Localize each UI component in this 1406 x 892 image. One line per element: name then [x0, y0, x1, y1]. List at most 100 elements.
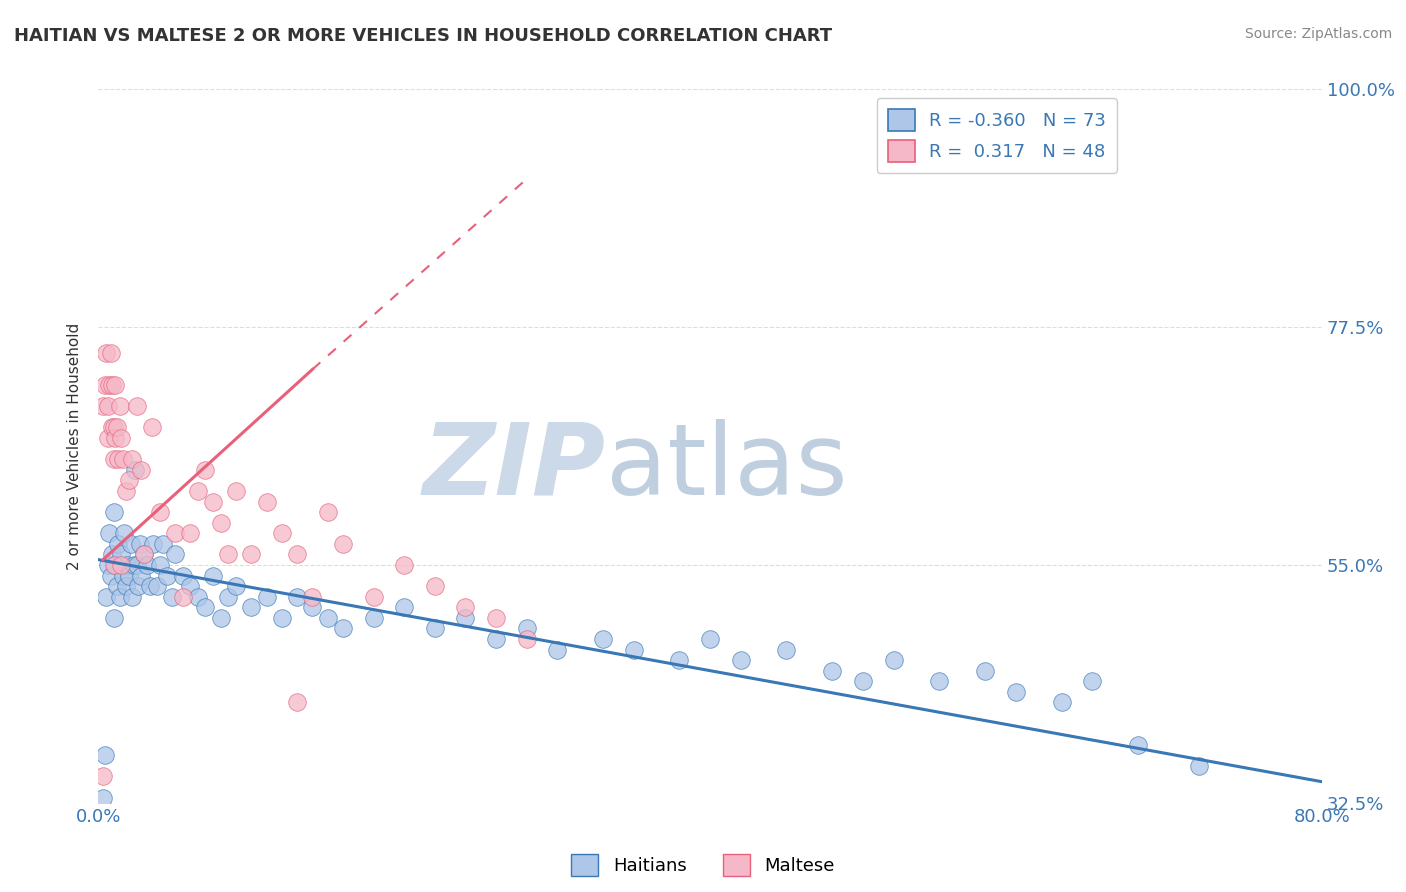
Point	[217, 590, 239, 604]
Point	[699, 632, 721, 646]
Point	[592, 632, 614, 646]
Point	[142, 537, 165, 551]
Point	[136, 558, 159, 572]
Point	[120, 537, 142, 551]
Point	[104, 378, 127, 392]
Point	[125, 558, 148, 572]
Point	[301, 590, 323, 604]
Point	[270, 526, 294, 541]
Point	[225, 579, 247, 593]
Point	[152, 537, 174, 551]
Point	[1081, 674, 1104, 689]
Point	[103, 611, 125, 625]
Point	[98, 526, 121, 541]
Point	[160, 590, 183, 604]
Point	[928, 674, 950, 689]
Point	[316, 505, 339, 519]
Point	[883, 653, 905, 667]
Point	[392, 558, 416, 572]
Point	[94, 590, 117, 604]
Point	[821, 664, 844, 678]
Text: HAITIAN VS MALTESE 2 OR MORE VEHICLES IN HOUSEHOLD CORRELATION CHART: HAITIAN VS MALTESE 2 OR MORE VEHICLES IN…	[14, 27, 832, 45]
Point	[225, 483, 247, 498]
Point	[163, 547, 186, 561]
Point	[392, 600, 416, 615]
Point	[108, 400, 131, 414]
Point	[115, 579, 138, 593]
Point	[104, 558, 127, 572]
Point	[91, 769, 114, 783]
Point	[1004, 685, 1026, 699]
Point	[332, 537, 354, 551]
Point	[115, 483, 138, 498]
Point	[256, 590, 278, 604]
Point	[240, 600, 263, 615]
Point	[141, 420, 163, 434]
Point	[118, 568, 141, 582]
Point	[125, 400, 148, 414]
Point	[775, 642, 797, 657]
Point	[454, 611, 477, 625]
Point	[209, 516, 232, 530]
Text: Source: ZipAtlas.com: Source: ZipAtlas.com	[1244, 27, 1392, 41]
Point	[124, 463, 146, 477]
Point	[217, 547, 239, 561]
Point	[194, 463, 217, 477]
Point	[122, 558, 145, 572]
Point	[97, 558, 120, 572]
Point	[454, 600, 477, 615]
Legend: R = -0.360   N = 73, R =  0.317   N = 48: R = -0.360 N = 73, R = 0.317 N = 48	[877, 98, 1116, 173]
Point	[423, 579, 446, 593]
Point	[202, 494, 225, 508]
Point	[285, 547, 308, 561]
Point	[103, 420, 125, 434]
Point	[363, 590, 385, 604]
Point	[623, 642, 645, 657]
Point	[101, 378, 124, 392]
Point	[485, 632, 508, 646]
Point	[101, 420, 124, 434]
Point	[100, 346, 122, 360]
Point	[117, 558, 139, 572]
Point	[172, 590, 194, 604]
Point	[974, 664, 997, 678]
Point	[240, 547, 263, 561]
Legend: Haitians, Maltese: Haitians, Maltese	[564, 847, 842, 883]
Point	[134, 547, 156, 561]
Text: ZIP: ZIP	[423, 419, 606, 516]
Point	[108, 590, 131, 604]
Point	[98, 378, 121, 392]
Point	[285, 695, 308, 709]
Point	[179, 579, 201, 593]
Point	[91, 400, 114, 414]
Point	[121, 590, 143, 604]
Point	[516, 632, 538, 646]
Point	[730, 653, 752, 667]
Point	[1050, 695, 1073, 709]
Point	[111, 568, 134, 582]
Point	[546, 642, 568, 657]
Point	[145, 579, 167, 593]
Point	[1188, 759, 1211, 773]
Point	[104, 431, 127, 445]
Point	[97, 400, 120, 414]
Point	[110, 431, 132, 445]
Point	[97, 431, 120, 445]
Point	[423, 621, 446, 635]
Point	[129, 463, 152, 477]
Point	[179, 526, 201, 541]
Point	[105, 420, 128, 434]
Point	[129, 568, 152, 582]
Point	[156, 568, 179, 582]
Point	[187, 590, 209, 604]
Point	[107, 452, 129, 467]
Point	[256, 494, 278, 508]
Point	[1188, 875, 1211, 889]
Point	[93, 378, 115, 392]
Point	[107, 537, 129, 551]
Point	[301, 600, 323, 615]
Point	[118, 474, 141, 488]
Point	[163, 526, 186, 541]
Point	[101, 547, 124, 561]
Point	[91, 790, 114, 805]
